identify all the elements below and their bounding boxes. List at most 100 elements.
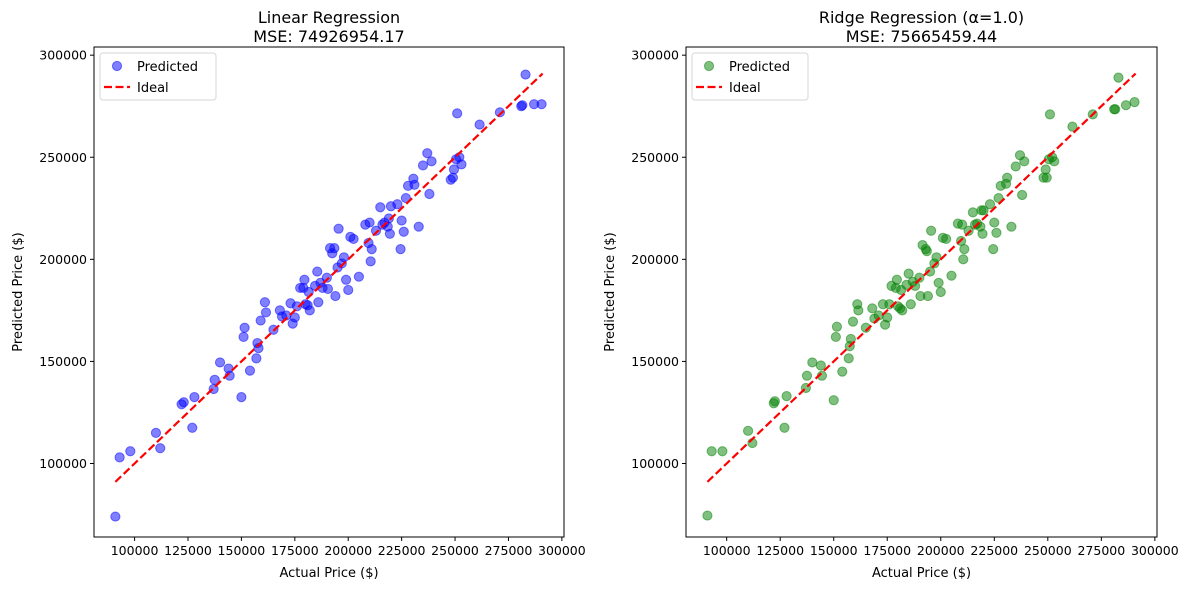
legend-label-predicted: Predicted [137, 60, 198, 75]
data-point [395, 244, 406, 255]
data-point [828, 395, 839, 406]
data-point [289, 312, 300, 323]
legend-label-ideal: Ideal [137, 81, 169, 96]
data-point [392, 199, 403, 210]
chart-title: Linear Regression [258, 8, 400, 27]
legend-label-predicted: Predicted [729, 60, 790, 75]
x-tick-label: 300000 [1131, 543, 1179, 558]
y-tick-label: 200000 [39, 252, 87, 267]
data-point [1002, 172, 1013, 183]
x-tick-label: 150000 [218, 543, 266, 558]
x-tick-label: 275000 [485, 543, 533, 558]
y-tick-label: 100000 [631, 456, 679, 471]
data-point [189, 392, 200, 403]
data-point [963, 225, 974, 236]
data-point [1019, 156, 1030, 167]
data-point [398, 226, 409, 237]
data-point [905, 299, 916, 310]
data-point [837, 366, 848, 377]
data-point [426, 156, 437, 167]
chart-subtitle: MSE: 75665459.44 [846, 27, 997, 46]
data-point [921, 246, 932, 257]
x-tick-label: 175000 [863, 543, 911, 558]
data-point [922, 290, 934, 302]
data-point [255, 315, 266, 326]
data-point [187, 422, 198, 433]
data-point [903, 268, 914, 279]
data-point [299, 274, 310, 285]
data-point [456, 159, 467, 170]
y-axis-label: Predicted Price ($) [603, 232, 618, 351]
data-point [340, 274, 352, 285]
x-axis-label: Actual Price ($) [872, 566, 971, 581]
data-point [474, 119, 485, 130]
data-point [396, 215, 407, 226]
data-point [946, 270, 957, 281]
data-point [991, 227, 1002, 238]
data-point [989, 217, 1000, 228]
data-point [1006, 221, 1017, 232]
data-point [422, 148, 433, 159]
y-tick-label: 150000 [631, 354, 679, 369]
data-point [1110, 104, 1121, 115]
data-point [375, 202, 386, 213]
data-point [370, 225, 382, 236]
legend-box [99, 52, 217, 101]
data-point [847, 316, 859, 327]
data-point [259, 297, 271, 308]
data-point [1049, 156, 1060, 167]
data-point [935, 286, 946, 298]
legend-label-ideal: Ideal [729, 81, 761, 96]
data-point [322, 283, 334, 295]
x-tick-label: 150000 [810, 543, 858, 558]
data-point [452, 108, 463, 119]
data-point [914, 272, 925, 283]
legend: Predicted Ideal [691, 52, 809, 101]
data-point [717, 446, 728, 457]
data-point [251, 353, 262, 364]
data-point [365, 256, 376, 267]
data-point [520, 69, 531, 80]
y-tick-label: 250000 [631, 150, 679, 165]
y-tick-label: 200000 [631, 252, 679, 267]
x-tick-label: 200000 [324, 543, 372, 558]
data-point [957, 219, 968, 230]
x-tick-label: 200000 [917, 543, 965, 558]
data-point [333, 223, 344, 234]
legend: Predicted Ideal [99, 52, 217, 101]
x-tick-label: 100000 [111, 543, 159, 558]
data-point [1129, 97, 1140, 108]
x-tick-label: 300000 [538, 543, 586, 558]
data-point [110, 511, 121, 522]
data-point [815, 360, 826, 371]
data-point [967, 207, 978, 218]
data-point [348, 233, 359, 245]
data-point [313, 297, 324, 308]
data-point [536, 99, 547, 110]
data-point [978, 205, 989, 216]
data-point [448, 164, 460, 175]
data-point [1010, 161, 1021, 172]
data-point [417, 160, 429, 171]
y-tick-label: 300000 [631, 48, 679, 63]
chart-panel-2: Ridge Regression (α=1.0)MSE: 75665459.44… [603, 8, 1179, 581]
chart-subtitle: MSE: 74926954.17 [253, 27, 404, 46]
y-tick-label: 250000 [39, 150, 87, 165]
data-point [853, 305, 864, 316]
legend-marker-predicted [703, 60, 715, 72]
x-axis-label: Actual Price ($) [279, 566, 378, 581]
data-point [1041, 172, 1052, 183]
data-point [238, 331, 249, 343]
data-point [424, 188, 435, 200]
y-tick-label: 150000 [39, 354, 87, 369]
data-point [1120, 100, 1132, 111]
data-point [993, 192, 1004, 204]
data-point [977, 228, 988, 239]
data-point [742, 425, 754, 436]
data-point [882, 312, 893, 323]
y-tick-label: 300000 [39, 48, 87, 63]
data-point [988, 244, 999, 255]
x-tick-label: 275000 [1077, 543, 1125, 558]
